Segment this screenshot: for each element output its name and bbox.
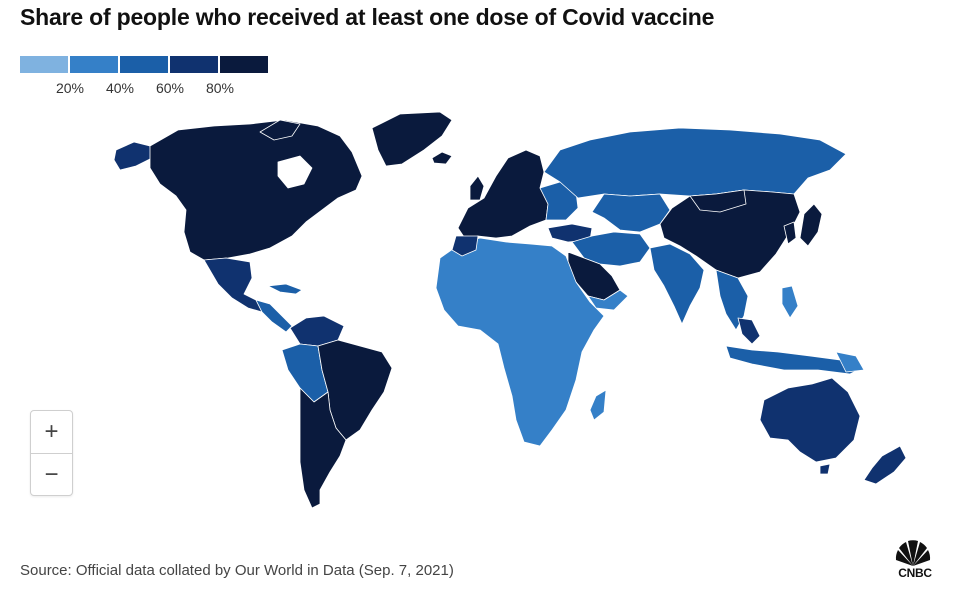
cnbc-logo-text: CNBC (898, 566, 932, 580)
zoom-out-button[interactable]: − (44, 461, 59, 488)
legend-swatch-2 (70, 56, 118, 73)
zoom-control: + − (30, 410, 73, 496)
legend-swatch-1 (20, 56, 68, 73)
peacock-logo-icon (895, 540, 931, 566)
source-note: Source: Official data collated by Our Wo… (20, 562, 454, 579)
region-madagascar[interactable] (589, 389, 607, 421)
region-philippines[interactable] (781, 285, 799, 319)
region-tasmania[interactable] (819, 463, 831, 475)
region-russia[interactable] (543, 127, 847, 199)
region-new-zealand[interactable] (863, 445, 907, 485)
legend-label-80: 80% (205, 80, 235, 96)
region-north-america[interactable] (149, 119, 363, 261)
color-legend: 20% 40% 60% 80% (20, 56, 280, 100)
region-korea[interactable] (783, 221, 797, 245)
chart-title: Share of people who received at least on… (20, 4, 715, 30)
region-africa[interactable] (435, 237, 605, 447)
region-india[interactable] (649, 243, 705, 325)
region-japan[interactable] (799, 203, 823, 247)
legend-label-60: 60% (155, 80, 185, 96)
region-papua[interactable] (835, 351, 865, 373)
region-uk[interactable] (469, 175, 485, 201)
region-morocco[interactable] (451, 235, 479, 257)
region-caribbean[interactable] (267, 283, 303, 295)
zoom-in-button[interactable]: + (31, 411, 72, 454)
region-mexico[interactable] (203, 257, 263, 313)
legend-label-20: 20% (55, 80, 85, 96)
region-mongolia[interactable] (689, 189, 747, 213)
region-greenland[interactable] (371, 111, 453, 167)
region-central-america[interactable] (255, 299, 293, 333)
legend-swatches (20, 56, 280, 73)
legend-labels: 20% 40% 60% 80% (20, 80, 280, 100)
legend-swatch-5 (220, 56, 268, 73)
region-iceland[interactable] (431, 151, 453, 165)
region-argentina-chile[interactable] (299, 387, 347, 509)
legend-swatch-4 (170, 56, 218, 73)
region-alaska[interactable] (113, 141, 153, 171)
region-hudson-bay (277, 155, 313, 189)
region-malaysia[interactable] (737, 317, 761, 345)
region-central-asia[interactable] (591, 193, 671, 233)
region-arctic-islands[interactable] (259, 119, 301, 141)
legend-label-40: 40% (105, 80, 135, 96)
legend-swatch-3 (120, 56, 168, 73)
region-australia[interactable] (759, 377, 861, 463)
